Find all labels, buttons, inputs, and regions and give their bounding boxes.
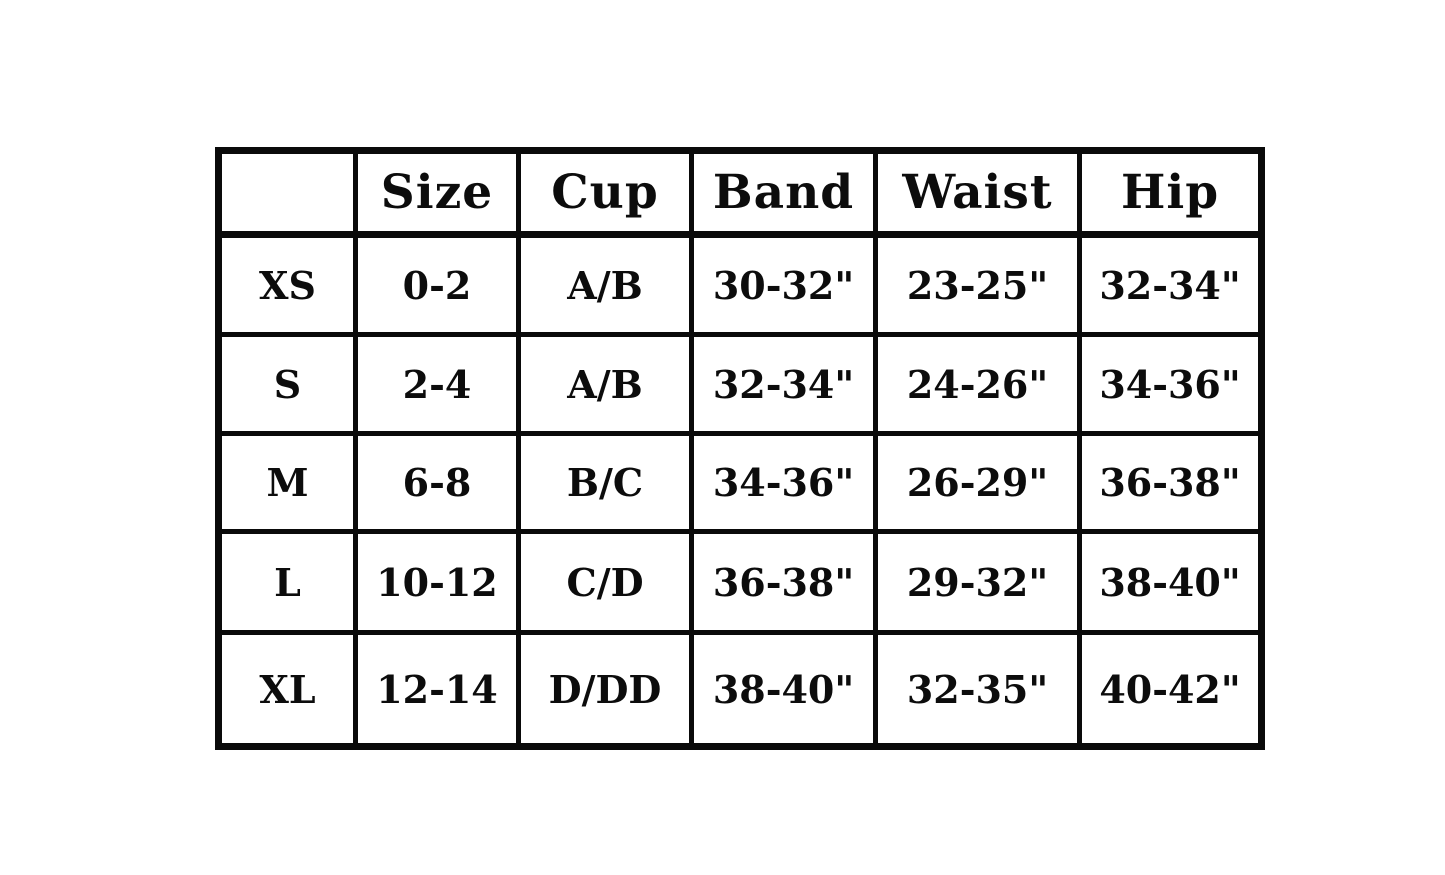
table-cell: 0-2: [353, 232, 521, 337]
table-cell: 34-36": [689, 431, 878, 534]
header-cell-hip: Hip: [1077, 148, 1264, 238]
header-row: Size Cup Band Waist Hip: [216, 148, 1264, 238]
table-cell: 32-34": [689, 332, 878, 436]
table-cell: 26-29": [873, 431, 1082, 534]
table-cell: 32-34": [1077, 232, 1264, 337]
header-cell-band: Band: [689, 148, 878, 238]
table-cell: 29-32": [873, 529, 1082, 635]
row-label: M: [216, 431, 358, 534]
row-label: L: [216, 529, 358, 635]
table-cell: 34-36": [1077, 332, 1264, 436]
size-chart-table: Size Cup Band Waist Hip XS 0-2 A/B 30-32…: [215, 147, 1265, 750]
table-cell: A/B: [516, 332, 694, 436]
table-cell: 10-12: [353, 529, 521, 635]
table-cell: 32-35": [873, 630, 1082, 749]
table-cell: B/C: [516, 431, 694, 534]
table-row-l: L 10-12 C/D 36-38" 29-32" 38-40": [216, 529, 1264, 635]
table-cell: 24-26": [873, 332, 1082, 436]
row-label: XS: [216, 232, 358, 337]
table-row-xs: XS 0-2 A/B 30-32" 23-25" 32-34": [216, 232, 1264, 337]
table-cell: 38-40": [689, 630, 878, 749]
table-row-xl: XL 12-14 D/DD 38-40" 32-35" 40-42": [216, 630, 1264, 749]
table-cell: C/D: [516, 529, 694, 635]
table-cell: 2-4: [353, 332, 521, 436]
table-cell: 36-38": [1077, 431, 1264, 534]
table-cell: 12-14: [353, 630, 521, 749]
header-cell-size: Size: [353, 148, 521, 238]
header-cell-cup: Cup: [516, 148, 694, 238]
table-cell: D/DD: [516, 630, 694, 749]
header-cell-waist: Waist: [873, 148, 1082, 238]
table-cell: 6-8: [353, 431, 521, 534]
table-cell: 36-38": [689, 529, 878, 635]
table-cell: 38-40": [1077, 529, 1264, 635]
table-row-s: S 2-4 A/B 32-34" 24-26" 34-36": [216, 332, 1264, 436]
table-cell: 30-32": [689, 232, 878, 337]
table-cell: 40-42": [1077, 630, 1264, 749]
table-row-m: M 6-8 B/C 34-36" 26-29" 36-38": [216, 431, 1264, 534]
header-cell-blank: [216, 148, 358, 238]
table-cell: 23-25": [873, 232, 1082, 337]
row-label: XL: [216, 630, 358, 749]
table-cell: A/B: [516, 232, 694, 337]
row-label: S: [216, 332, 358, 436]
